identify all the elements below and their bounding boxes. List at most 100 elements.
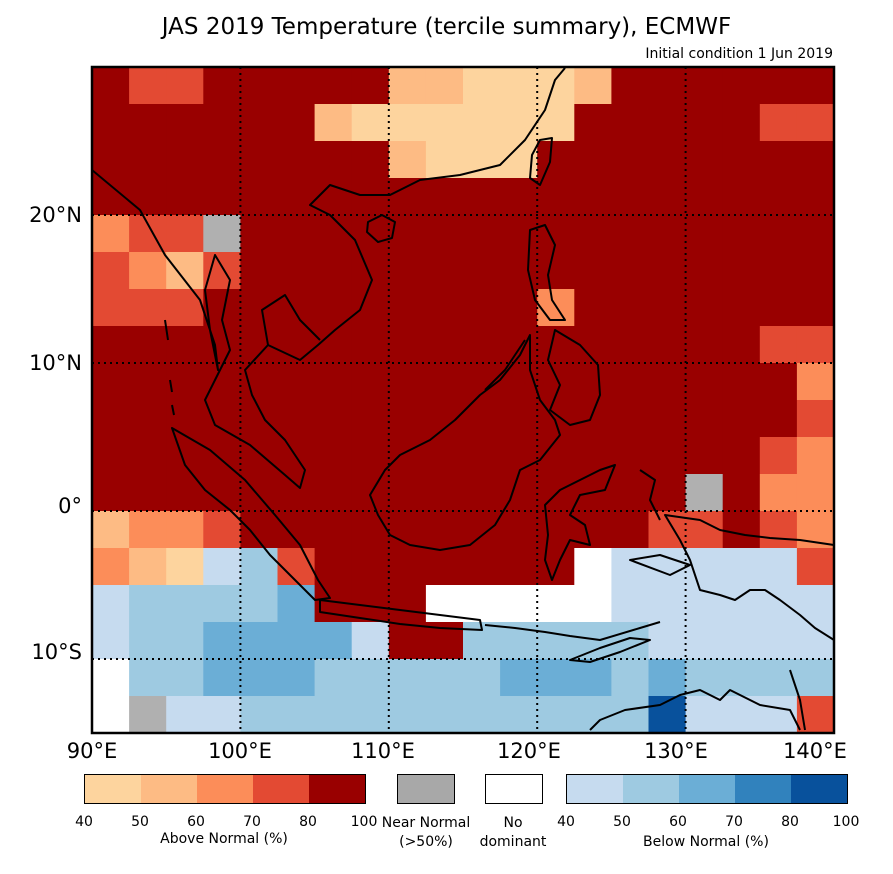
- near-normal-swatch: [397, 774, 455, 804]
- forecast-cell: [129, 400, 167, 438]
- forecast-cell: [500, 437, 538, 475]
- forecast-cell: [240, 400, 278, 438]
- forecast-cell: [796, 215, 835, 253]
- forecast-cell: [463, 215, 501, 253]
- coastline-mainland: [91, 67, 566, 489]
- forecast-cell: [648, 104, 687, 142]
- forecast-cell: [129, 437, 167, 475]
- forecast-cell: [537, 67, 575, 105]
- forecast-cell: [796, 326, 835, 364]
- forecast-cell: [203, 178, 241, 216]
- forecast-cell: [463, 289, 501, 327]
- forecast-cell: [129, 622, 167, 660]
- forecast-cell: [611, 289, 649, 327]
- forecast-cell: [537, 141, 575, 179]
- forecast-cell: [129, 363, 167, 401]
- below-normal-tick: 100: [832, 814, 860, 830]
- coastline-sulawesi: [544, 464, 616, 581]
- lon-label-130e: 130°E: [644, 739, 708, 763]
- forecast-cell: [500, 548, 538, 586]
- forecast-cell: [796, 104, 835, 142]
- forecast-cell: [796, 289, 835, 327]
- coastline-seram: [629, 554, 691, 576]
- forecast-cell: [722, 511, 761, 549]
- forecast-cell: [388, 511, 427, 549]
- below-normal-segment: [623, 775, 679, 803]
- forecast-cell: [796, 252, 835, 290]
- forecast-cell: [611, 437, 649, 475]
- forecast-cell: [388, 696, 427, 734]
- near-normal-caption: Near Normal (>50%): [370, 814, 482, 852]
- forecast-cell: [759, 474, 798, 512]
- forecast-cell: [240, 289, 278, 327]
- forecast-cell: [537, 622, 575, 660]
- forecast-cell: [685, 104, 724, 142]
- forecast-cell: [277, 511, 316, 549]
- forecast-cell: [277, 215, 316, 253]
- forecast-cell: [203, 326, 241, 364]
- below-normal-tick: 50: [613, 814, 631, 830]
- forecast-cell: [500, 289, 538, 327]
- forecast-cell: [129, 141, 167, 179]
- forecast-cell: [685, 289, 724, 327]
- coastline-sumatra: [171, 427, 331, 601]
- forecast-cell: [796, 548, 835, 586]
- forecast-cell: [759, 363, 798, 401]
- forecast-cell: [463, 178, 501, 216]
- forecast-cell: [277, 363, 316, 401]
- forecast-cell: [611, 696, 649, 734]
- forecast-cell: [388, 141, 427, 179]
- forecast-cell: [92, 326, 130, 364]
- forecast-cell: [722, 548, 761, 586]
- forecast-cell: [611, 326, 649, 364]
- forecast-cell: [500, 67, 538, 105]
- forecast-cell: [685, 252, 724, 290]
- forecast-cell: [648, 437, 687, 475]
- forecast-cell: [463, 474, 501, 512]
- forecast-cell: [425, 326, 464, 364]
- forecast-cell: [166, 141, 204, 179]
- forecast-cell: [537, 696, 575, 734]
- forecast-cell: [648, 252, 687, 290]
- forecast-cell: [611, 252, 649, 290]
- forecast-cell: [240, 104, 278, 142]
- forecast-cell: [648, 326, 687, 364]
- forecast-cell: [463, 585, 501, 623]
- below-normal-segment: [679, 775, 735, 803]
- forecast-cell: [277, 659, 316, 697]
- forecast-cell: [92, 622, 130, 660]
- forecast-cell: [277, 252, 316, 290]
- forecast-cell: [796, 400, 835, 438]
- forecast-cell: [500, 215, 538, 253]
- forecast-cell: [759, 252, 798, 290]
- forecast-cell: [277, 474, 316, 512]
- coastline-palawan: [484, 339, 526, 391]
- forecast-cell: [388, 67, 427, 105]
- above-normal-tick: 60: [187, 814, 205, 830]
- forecast-cell: [722, 289, 761, 327]
- forecast-cell: [240, 548, 278, 586]
- coastline-taiwan: [529, 137, 553, 186]
- forecast-cell: [759, 511, 798, 549]
- forecast-cell: [500, 585, 538, 623]
- chart-subtitle: Initial condition 1 Jun 2019: [645, 46, 833, 62]
- forecast-cell: [351, 178, 390, 216]
- forecast-cell: [722, 67, 761, 105]
- forecast-cell: [129, 252, 167, 290]
- forecast-cell: [240, 326, 278, 364]
- forecast-cell: [92, 289, 130, 327]
- above-normal-segment: [309, 775, 365, 803]
- forecast-cell: [685, 437, 724, 475]
- forecast-cell: [351, 363, 390, 401]
- lon-label-120e: 120°E: [497, 739, 561, 763]
- forecast-cell: [351, 511, 390, 549]
- forecast-cell: [537, 400, 575, 438]
- forecast-cell: [537, 548, 575, 586]
- forecast-cell: [129, 289, 167, 327]
- forecast-cell: [611, 67, 649, 105]
- forecast-cell: [92, 104, 130, 142]
- forecast-cell: [92, 215, 130, 253]
- forecast-cell: [425, 141, 464, 179]
- forecast-cell: [240, 178, 278, 216]
